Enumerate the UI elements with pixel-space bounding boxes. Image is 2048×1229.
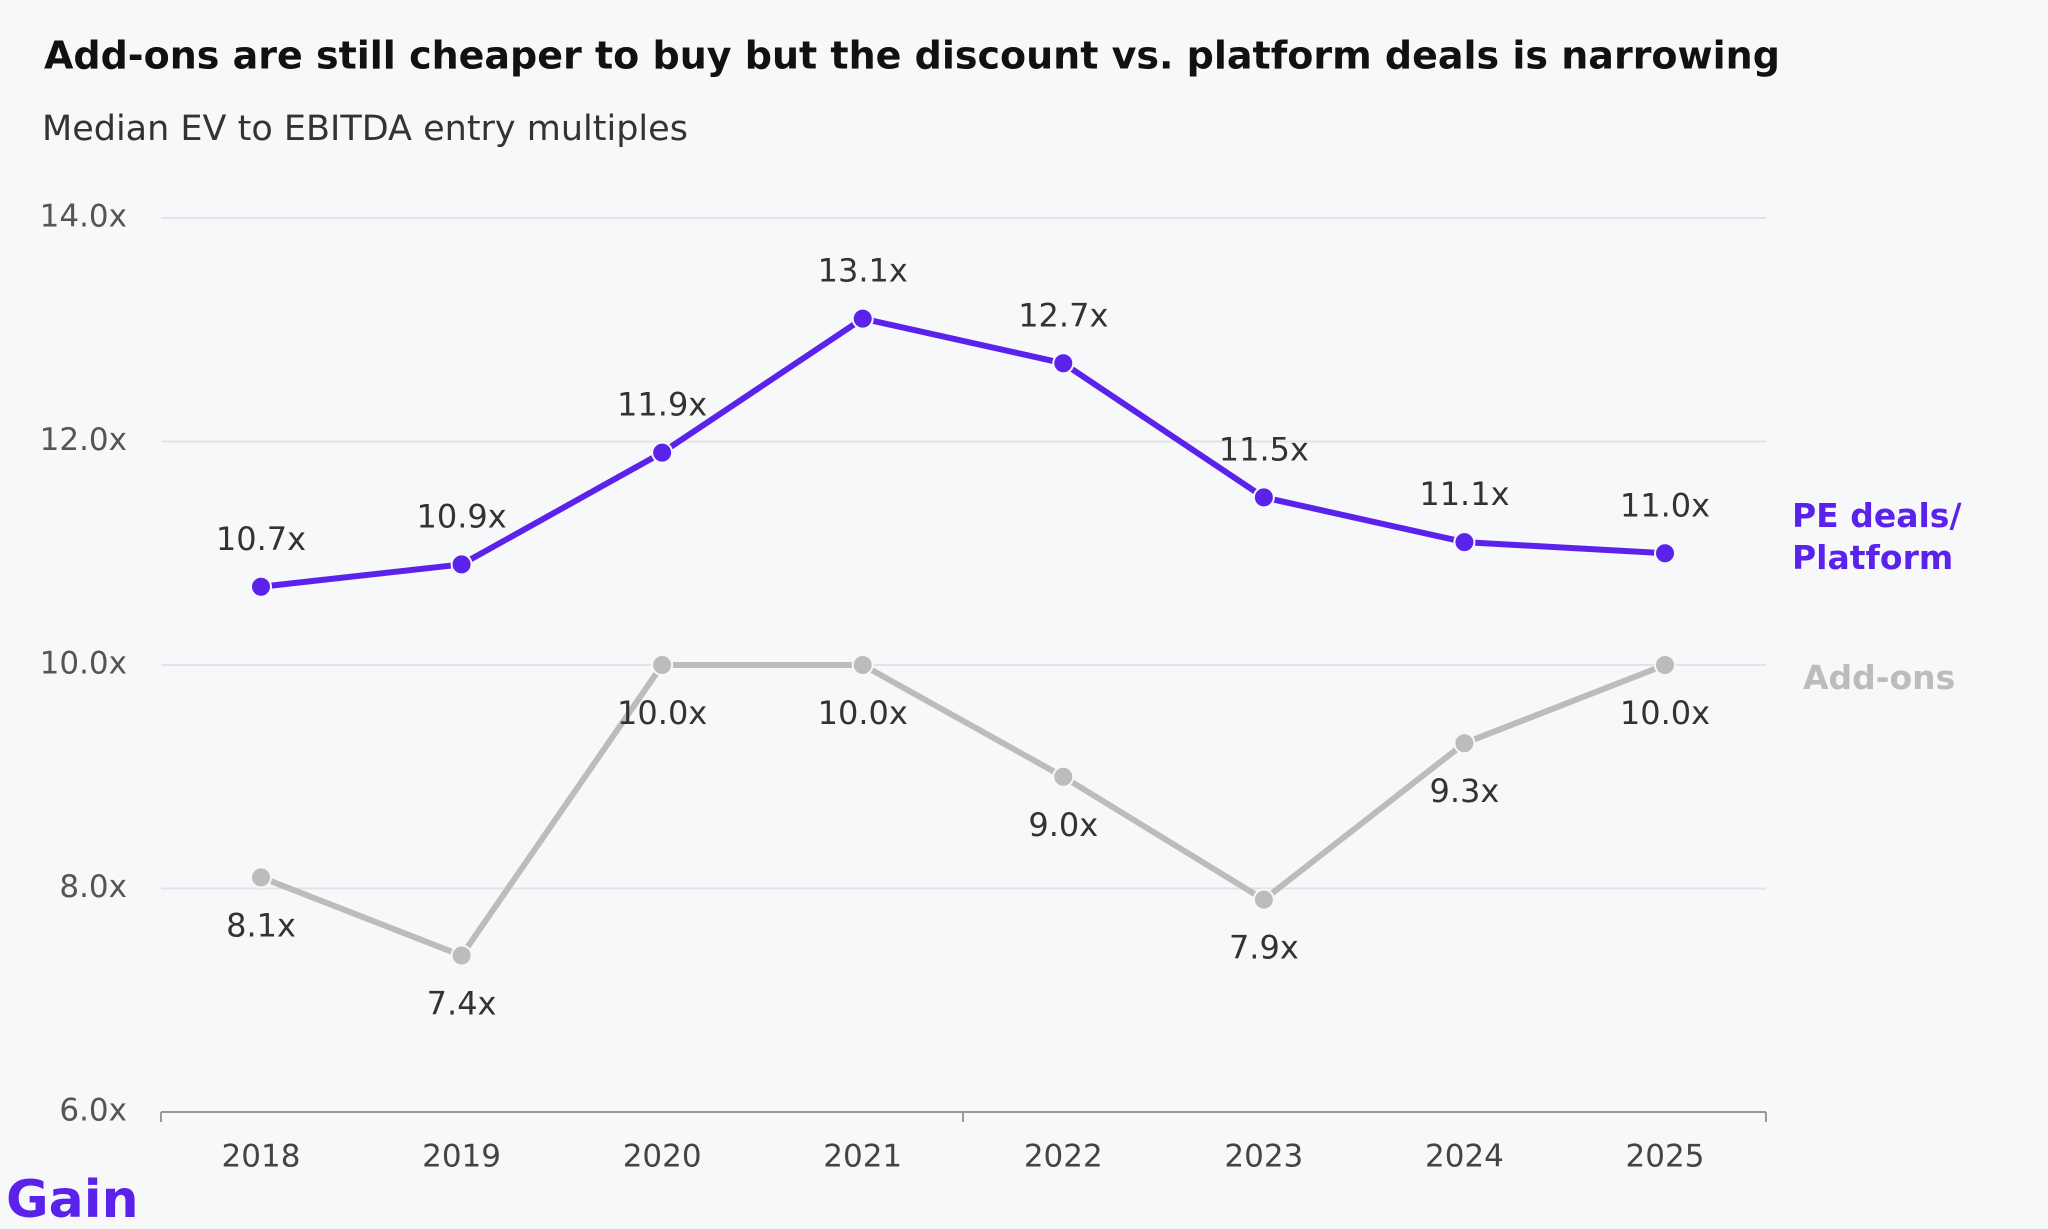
data-label: 11.1x: [1419, 475, 1509, 513]
x-tick-label: 2025: [1626, 1139, 1705, 1175]
data-point: [651, 441, 674, 464]
series-line: [259, 662, 1667, 959]
y-tick-label: 12.0x: [40, 422, 127, 458]
data-label: 9.0x: [1028, 806, 1098, 844]
data-label: 7.9x: [1229, 929, 1299, 967]
data-label: 13.1x: [818, 252, 908, 290]
x-tick-label: 2018: [222, 1139, 301, 1175]
data-point: [651, 654, 674, 676]
data-point: [450, 553, 473, 576]
data-point: [1052, 352, 1075, 375]
logo: Gain: [6, 1170, 139, 1229]
series-line: [260, 315, 1666, 590]
data-label: 10.7x: [216, 520, 306, 558]
data-label: 10.0x: [1620, 694, 1710, 732]
y-tick-label: 8.0x: [59, 869, 127, 905]
data-point: [1654, 654, 1676, 676]
data-point: [851, 307, 874, 330]
data-label: 7.4x: [427, 985, 497, 1023]
data-label: 10.0x: [617, 694, 707, 732]
chart-subtitle: Median EV to EBITDA entry multiples: [42, 109, 688, 149]
data-point: [1052, 765, 1075, 788]
data-point: [450, 944, 473, 967]
data-point: [1252, 486, 1275, 509]
data-label: 9.3x: [1430, 772, 1500, 810]
data-label: 11.0x: [1620, 486, 1710, 524]
data-point: [1654, 542, 1676, 565]
data-point: [851, 654, 874, 676]
data-label: 8.1x: [226, 906, 296, 944]
legend-entry: PE deals/ Platform: [1792, 496, 1962, 577]
data-label: 11.5x: [1219, 430, 1309, 468]
data-point: [1453, 732, 1476, 755]
x-tick-label: 2019: [422, 1139, 501, 1175]
data-label: 12.7x: [1018, 296, 1108, 334]
x-tick-label: 2020: [623, 1139, 702, 1175]
data-label: 10.9x: [416, 497, 506, 535]
x-tick-label: 2022: [1024, 1139, 1103, 1175]
y-tick-label: 10.0x: [40, 646, 127, 682]
data-label: 10.0x: [818, 694, 908, 732]
x-tick-label: 2023: [1224, 1139, 1303, 1175]
chart-title: Add-ons are still cheaper to buy but the…: [44, 34, 1780, 78]
data-point: [250, 575, 272, 598]
y-tick-label: 6.0x: [59, 1093, 127, 1129]
x-tick-label: 2021: [823, 1139, 902, 1175]
data-point: [1453, 531, 1476, 554]
legend-entry: Add-ons: [1803, 658, 1956, 697]
data-point: [1252, 888, 1275, 911]
x-tick-label: 2024: [1425, 1139, 1504, 1175]
y-tick-label: 14.0x: [40, 199, 127, 235]
data-point: [250, 866, 272, 889]
data-label: 11.9x: [617, 386, 707, 424]
